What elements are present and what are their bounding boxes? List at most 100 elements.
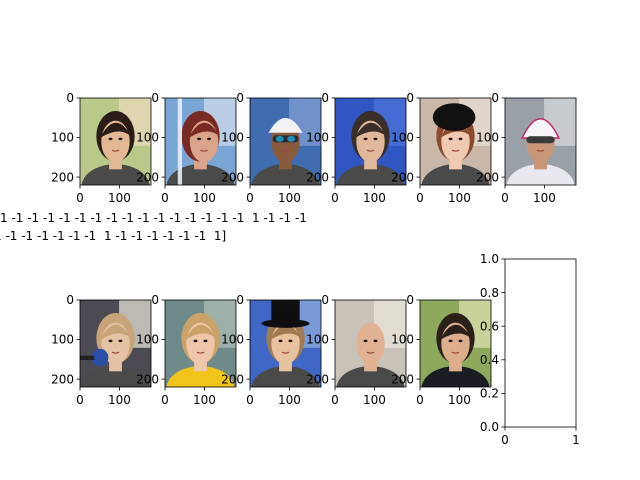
x-tick-label: 100 bbox=[448, 393, 471, 407]
y-tick-label: 100 bbox=[136, 333, 159, 347]
x-tick-label: 100 bbox=[193, 393, 216, 407]
x-tick-label: 0 bbox=[416, 393, 424, 407]
face-woman-blonde-braid-image bbox=[165, 300, 236, 387]
label-vector-line-2: 1 -1 -1 -1 -1 -1 -1 1 -1 -1 -1 -1 -1 -1 … bbox=[0, 229, 227, 243]
image-panel: 0 100 0 100 200 bbox=[51, 91, 152, 205]
image-panel: 0 100 0 100 200 bbox=[221, 91, 322, 205]
x-tick-label: 100 bbox=[448, 191, 471, 205]
x-tick-label: 100 bbox=[363, 393, 386, 407]
y-tick-label: 200 bbox=[51, 170, 74, 184]
label-vector-line-1: 1 -1 -1 -1 -1 -1 -1 -1 -1 -1 -1 -1 -1 -1… bbox=[0, 211, 307, 225]
x-tick-label: 0 bbox=[161, 191, 169, 205]
face-woman-black-fascinator-image bbox=[420, 98, 491, 185]
x-tick-label: 1 bbox=[572, 433, 580, 447]
axes-frame bbox=[164, 299, 237, 388]
image-panel: 0 100 0 100 200 bbox=[391, 293, 492, 407]
face-man-blue-background-image bbox=[335, 98, 406, 185]
y-tick-label: 0 bbox=[321, 293, 329, 307]
x-tick-label: 0 bbox=[246, 393, 254, 407]
axes-frame bbox=[249, 97, 322, 186]
y-tick-label: 0 bbox=[491, 91, 499, 105]
face-swimmer-goggles-image bbox=[250, 98, 321, 185]
x-tick-label: 100 bbox=[533, 191, 556, 205]
y-tick-label: 0.0 bbox=[480, 420, 499, 434]
face-man-microphone-image bbox=[80, 300, 151, 387]
y-tick-label: 200 bbox=[391, 170, 414, 184]
y-tick-label: 100 bbox=[136, 131, 159, 145]
y-tick-label: 200 bbox=[221, 372, 244, 386]
y-tick-label: 200 bbox=[306, 372, 329, 386]
x-tick-label: 100 bbox=[278, 191, 301, 205]
y-tick-label: 0 bbox=[236, 293, 244, 307]
image-panel: 0 100 0 100 200 bbox=[306, 91, 407, 205]
y-tick-label: 0.8 bbox=[480, 286, 499, 300]
y-tick-label: 0 bbox=[151, 91, 159, 105]
x-tick-label: 0 bbox=[416, 191, 424, 205]
y-tick-label: 0 bbox=[66, 91, 74, 105]
y-tick-label: 100 bbox=[391, 333, 414, 347]
image-panel: 0 100 0 100 200 bbox=[391, 91, 492, 205]
y-tick-label: 0 bbox=[321, 91, 329, 105]
y-tick-label: 100 bbox=[306, 131, 329, 145]
x-tick-label: 100 bbox=[278, 393, 301, 407]
x-tick-label: 0 bbox=[161, 393, 169, 407]
face-profile-red-hair-image bbox=[165, 98, 236, 185]
axes-frame bbox=[334, 97, 407, 186]
image-panel: 0 100 0 100 200 bbox=[51, 293, 152, 407]
x-tick-label: 0 bbox=[331, 393, 339, 407]
x-tick-label: 100 bbox=[193, 191, 216, 205]
y-tick-label: 100 bbox=[221, 131, 244, 145]
face-man-dark-hair-image bbox=[80, 98, 151, 185]
empty-axes-panel: 0 1 0.0 0.2 0.4 0.6 0.8 1.0 bbox=[480, 252, 580, 447]
y-tick-label: 200 bbox=[51, 372, 74, 386]
x-tick-label: 0 bbox=[76, 191, 84, 205]
x-tick-label: 100 bbox=[108, 191, 131, 205]
y-tick-label: 0 bbox=[236, 91, 244, 105]
y-tick-label: 200 bbox=[136, 170, 159, 184]
y-tick-label: 100 bbox=[51, 333, 74, 347]
image-panel: 0 100 0 100 200 bbox=[476, 91, 577, 205]
x-tick-label: 0 bbox=[76, 393, 84, 407]
image-panel: 0 100 0 100 200 bbox=[306, 293, 407, 407]
x-tick-label: 0 bbox=[246, 191, 254, 205]
y-tick-label: 0.4 bbox=[480, 353, 499, 367]
y-tick-label: 200 bbox=[221, 170, 244, 184]
y-tick-label: 0 bbox=[406, 91, 414, 105]
image-panel: 0 100 0 100 200 bbox=[221, 293, 322, 407]
x-tick-label: 0 bbox=[501, 191, 509, 205]
axes-frame bbox=[79, 97, 152, 186]
axes-frame bbox=[419, 299, 492, 388]
y-tick-label: 200 bbox=[391, 372, 414, 386]
x-tick-label: 0 bbox=[331, 191, 339, 205]
face-bald-man-image bbox=[335, 300, 406, 387]
y-tick-label: 1.0 bbox=[480, 252, 499, 266]
x-tick-label: 100 bbox=[363, 191, 386, 205]
y-tick-label: 0 bbox=[66, 293, 74, 307]
axes-frame bbox=[79, 299, 152, 388]
axes-frame bbox=[419, 97, 492, 186]
axes-frame bbox=[504, 97, 577, 186]
axes-frame bbox=[249, 299, 322, 388]
y-tick-label: 100 bbox=[391, 131, 414, 145]
axes-frame bbox=[164, 97, 237, 186]
y-tick-label: 0.6 bbox=[480, 319, 499, 333]
y-tick-label: 100 bbox=[476, 131, 499, 145]
y-tick-label: 0 bbox=[151, 293, 159, 307]
image-panel: 0 100 0 100 200 bbox=[136, 91, 237, 205]
face-young-man-dark-hair-image bbox=[420, 300, 491, 387]
y-tick-label: 100 bbox=[306, 333, 329, 347]
axes-frame bbox=[504, 258, 577, 428]
y-tick-label: 0 bbox=[406, 293, 414, 307]
face-cyclist-helmet-image bbox=[505, 98, 576, 185]
y-tick-label: 100 bbox=[51, 131, 74, 145]
y-tick-label: 100 bbox=[221, 333, 244, 347]
y-tick-label: 200 bbox=[476, 170, 499, 184]
y-tick-label: 200 bbox=[306, 170, 329, 184]
axes-frame bbox=[334, 299, 407, 388]
y-tick-label: 200 bbox=[136, 372, 159, 386]
x-tick-label: 100 bbox=[108, 393, 131, 407]
image-panel: 0 100 0 100 200 bbox=[136, 293, 237, 407]
face-woman-top-hat-image bbox=[250, 300, 321, 387]
y-tick-label: 0.2 bbox=[480, 387, 499, 401]
